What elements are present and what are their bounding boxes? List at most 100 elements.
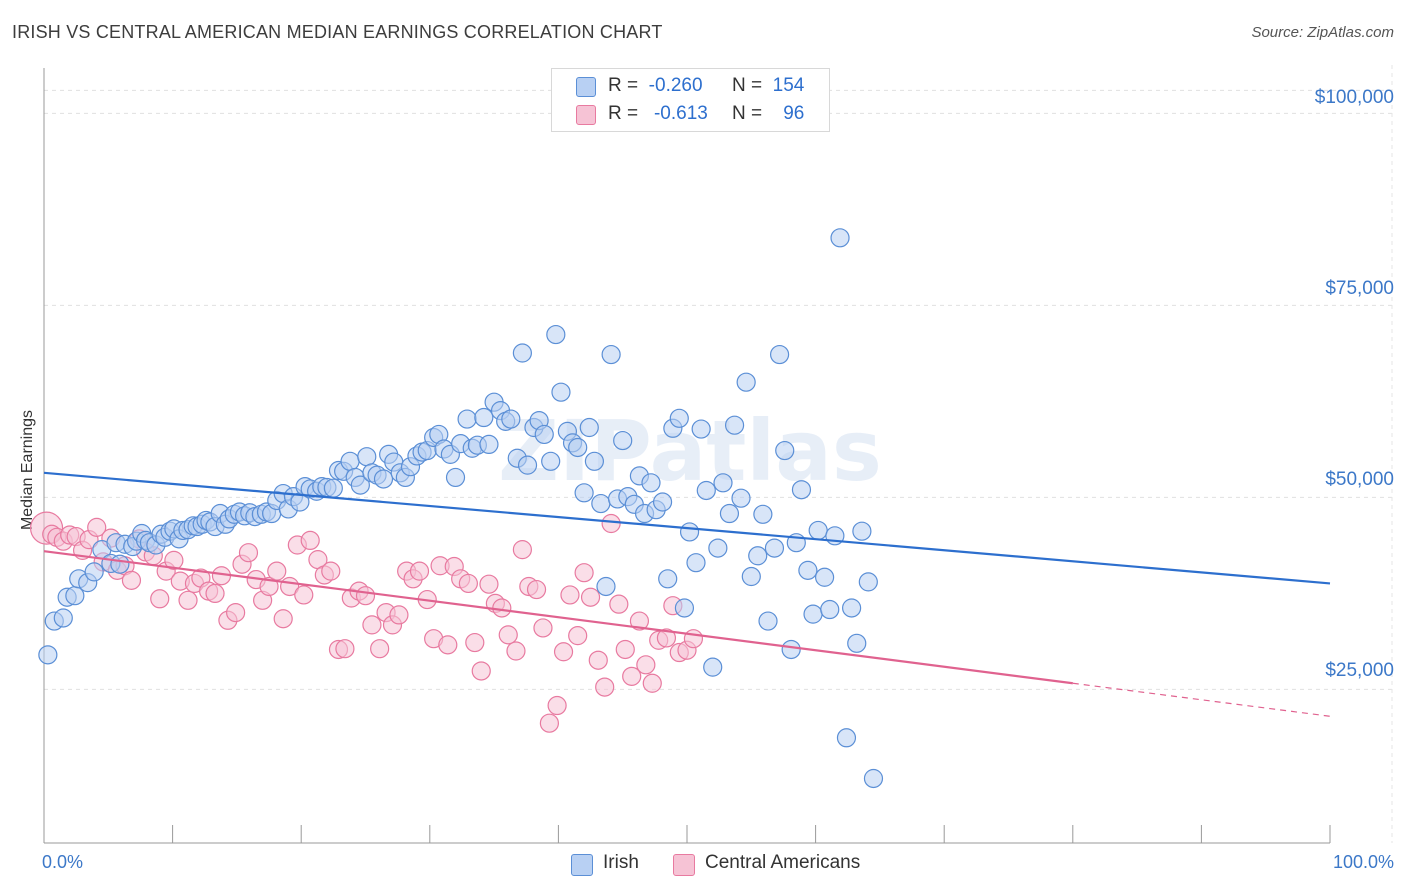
irish-point [758, 611, 778, 631]
irish-point [445, 467, 466, 488]
axes [43, 68, 1331, 844]
y-tick-100000: $100,000 [1314, 87, 1394, 108]
legend-central-label: Central Americans [705, 852, 861, 873]
irish-point [579, 417, 599, 438]
legend-central-swatch [673, 854, 695, 876]
central-point [479, 574, 499, 594]
chart-title: IRISH VS CENTRAL AMERICAN MEDIAN EARNING… [12, 22, 663, 42]
irish-point [863, 768, 884, 789]
irish-point [53, 608, 73, 628]
central-trend-extension [1072, 682, 1331, 717]
irish-point [736, 372, 756, 392]
irish-point [842, 598, 862, 618]
irish-point [658, 569, 678, 589]
irish-point [110, 554, 130, 574]
irish-point [803, 604, 823, 624]
central-point [539, 713, 559, 733]
irish-point [791, 480, 812, 500]
irish-point [691, 419, 711, 439]
central-point [609, 594, 629, 614]
irish-point [798, 560, 818, 580]
y-tick-25000: $25,000 [1325, 660, 1394, 681]
irish-point [84, 562, 104, 582]
irish-point [764, 538, 785, 558]
irish-point [568, 437, 588, 458]
irish-point [820, 599, 840, 620]
y-tick-75000: $75,000 [1325, 278, 1394, 299]
legend-irish-swatch [571, 854, 593, 876]
irish-point [340, 451, 360, 471]
central-point [355, 586, 376, 606]
irish-point [748, 546, 768, 566]
central-trend-line [43, 550, 1073, 685]
central-point [492, 598, 512, 618]
central-point [409, 561, 430, 581]
central-point [238, 543, 259, 563]
central-point [458, 573, 478, 594]
watermark: ZIPatlas [498, 402, 882, 500]
central-swatch [576, 105, 596, 125]
central-point [205, 583, 225, 604]
central-point [547, 695, 567, 716]
stats-legend: R = -0.260 N = 154 R = -0.613 N = 96 [551, 68, 830, 132]
irish-point [836, 728, 857, 748]
chart-source: Source: ZipAtlas.com [1251, 24, 1394, 41]
central-point [568, 626, 588, 646]
irish-point [708, 538, 728, 558]
irish-point [674, 598, 695, 618]
central-point [622, 666, 642, 686]
irish-point [601, 344, 621, 365]
central-point [526, 579, 547, 600]
irish-point [696, 480, 716, 501]
irish-point [501, 409, 521, 429]
central-point [498, 625, 518, 645]
irish-point [474, 407, 494, 428]
irish-point [551, 382, 571, 402]
central-point [300, 530, 320, 551]
irish-point [350, 475, 370, 495]
irish-point [479, 434, 499, 455]
irish-point [679, 522, 700, 542]
central-point [362, 615, 382, 635]
central-point [471, 661, 491, 681]
legend-irish-label: Irish [603, 852, 639, 873]
irish-point [686, 553, 706, 573]
irish-point [741, 566, 761, 587]
central-point [178, 590, 198, 610]
irish-point [584, 451, 605, 471]
irish-point [613, 430, 633, 451]
central-point [642, 673, 662, 693]
central-point [465, 632, 485, 653]
central-point [615, 639, 635, 660]
central-point [553, 642, 574, 662]
central-point [259, 576, 279, 597]
irish-point [357, 447, 377, 467]
irish-point [713, 473, 733, 493]
central-n: N = 96 [732, 103, 805, 124]
central-point [370, 639, 390, 659]
irish-point [574, 483, 594, 503]
irish-point [512, 343, 532, 363]
irish-point [731, 488, 751, 508]
irish-point [781, 639, 801, 660]
irish-point [541, 451, 561, 471]
irish-point [775, 440, 795, 461]
central-point [164, 550, 184, 570]
central-point [636, 655, 656, 675]
irish-point [830, 228, 850, 248]
central-point [580, 587, 601, 607]
central-point [574, 563, 594, 583]
central-point [226, 602, 246, 623]
central-point [629, 611, 650, 631]
central-point [335, 639, 355, 659]
central-point [506, 641, 526, 661]
irish-point [852, 521, 872, 541]
central-point [273, 609, 293, 629]
central-point [389, 605, 409, 625]
irish-point [815, 567, 835, 587]
central-point [321, 561, 341, 581]
irish-swatch [576, 77, 596, 97]
central-point [438, 635, 458, 655]
irish-point [323, 478, 343, 498]
